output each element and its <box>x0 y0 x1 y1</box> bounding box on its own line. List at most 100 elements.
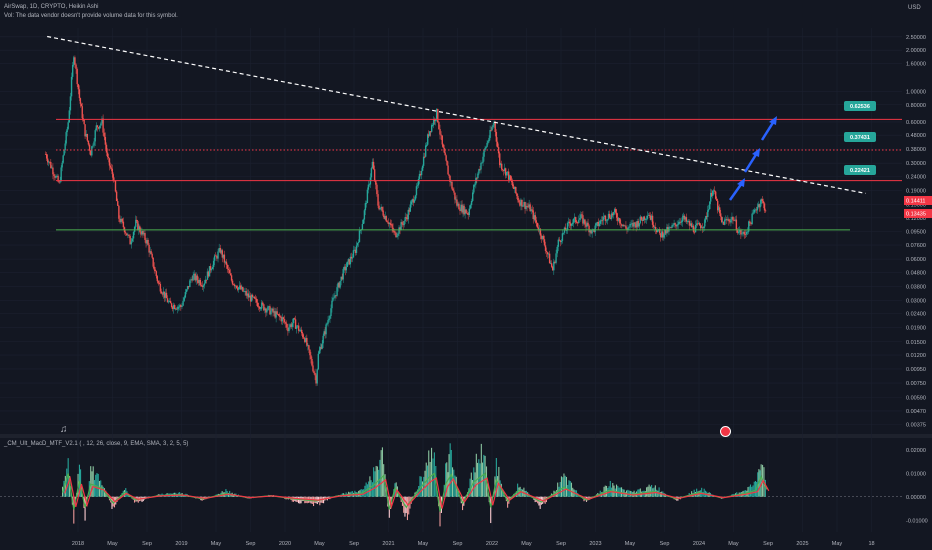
candle-body <box>756 206 759 211</box>
candle-body <box>559 240 562 243</box>
candle-body <box>544 245 547 251</box>
candle-body <box>636 221 638 228</box>
candle-body <box>493 121 495 126</box>
candle-body <box>333 297 335 299</box>
candle-body <box>612 212 615 216</box>
candle-body <box>335 295 337 297</box>
candle-body <box>274 311 276 318</box>
candle-body <box>579 218 581 220</box>
candle-body <box>689 223 692 226</box>
candle-body <box>162 291 165 295</box>
candle-body <box>303 337 305 339</box>
candle-body <box>109 165 112 168</box>
candle-body <box>313 371 315 373</box>
candle-body <box>442 144 444 148</box>
candle-body <box>733 220 735 222</box>
price-axis[interactable]: 2.50000 2.00000 1.60000 1.00000 0.80000 0.600… <box>904 35 932 429</box>
candle-body <box>209 266 212 271</box>
candle-body <box>478 169 480 174</box>
candle-body <box>362 219 365 225</box>
candle-body <box>578 219 580 223</box>
candle-body <box>729 221 731 223</box>
trendline-group[interactable] <box>47 35 866 194</box>
descending-trendline[interactable] <box>47 35 866 194</box>
candle-body <box>482 156 484 163</box>
candle-body <box>711 190 714 197</box>
candle-body <box>488 137 490 142</box>
currency-label[interactable]: USD <box>908 5 921 11</box>
candle-body <box>120 218 122 223</box>
candle-body <box>275 311 277 318</box>
candle-body <box>566 222 569 231</box>
candle-body <box>312 365 314 372</box>
candle-body <box>480 162 482 170</box>
symbol-title[interactable]: AirSwap, 1D, CRYPTO, Heikin Ashi <box>4 4 99 10</box>
indicator-alert-icon[interactable] <box>720 426 731 437</box>
candle-body <box>546 252 549 255</box>
current-price-label: 0.14411 <box>906 199 925 205</box>
candle-body <box>263 304 265 311</box>
candle-body <box>284 322 287 324</box>
candle-body <box>686 221 689 223</box>
candle-body <box>244 291 246 292</box>
candle-body <box>121 218 123 222</box>
candle-body <box>719 207 721 214</box>
candle-body <box>324 331 326 335</box>
candle-body <box>49 161 51 163</box>
candle-body <box>256 302 259 307</box>
candle-body <box>205 279 208 281</box>
candle-body <box>132 231 135 239</box>
candle-body <box>425 144 428 146</box>
candle-body <box>323 331 325 336</box>
candle-body <box>710 192 712 202</box>
candle-body <box>282 317 285 320</box>
candle-body <box>338 282 340 288</box>
candle-body <box>749 221 751 223</box>
price-tick-label: 0.15000 <box>906 203 926 209</box>
candle-body <box>179 305 181 307</box>
candle-body <box>564 227 567 231</box>
pane-separator[interactable] <box>0 434 932 438</box>
time-tick-label: May <box>107 541 118 547</box>
candle-body <box>416 185 419 187</box>
candle-body <box>154 269 156 272</box>
candle-body <box>357 242 360 244</box>
candle-body <box>234 285 237 287</box>
candle-body <box>207 271 210 277</box>
candle-body <box>124 232 127 234</box>
candle-body <box>367 184 370 190</box>
candle-body <box>170 303 173 308</box>
time-axis[interactable]: 2018 May Sep 2019 May Sep 2020 May Sep 2021 May Sep… <box>72 541 875 547</box>
time-tick-label: 18 <box>868 541 874 547</box>
candle-body <box>752 212 754 214</box>
candle-body <box>252 296 255 298</box>
candle-body <box>78 89 81 99</box>
price-tick-label: 0.30000 <box>906 161 926 167</box>
time-tick-label: 2025 <box>796 541 808 547</box>
candle-body <box>279 316 281 317</box>
candle-body <box>608 213 611 218</box>
candle-body <box>645 218 648 220</box>
candle-body <box>99 125 101 129</box>
candle-body <box>532 210 534 220</box>
candle-body <box>182 300 184 306</box>
candle-body <box>150 251 152 255</box>
pine-editor-icon[interactable]: ♫ <box>60 424 68 435</box>
target-badges: 0.62536 0.37431 0.22421 <box>844 101 876 175</box>
candle-body <box>94 130 96 142</box>
candle-body <box>525 205 527 209</box>
candle-body <box>505 172 508 176</box>
candle-body <box>373 169 376 181</box>
candle-body <box>258 306 260 308</box>
candle-body <box>396 235 398 238</box>
candle-body <box>623 224 625 226</box>
candle-body <box>213 255 216 261</box>
indicator-legend[interactable]: _CM_Ult_MacD_MTF_V2.1 ( , 12, 26, close,… <box>4 441 189 447</box>
candle-body <box>444 152 446 156</box>
candle-body <box>740 229 742 235</box>
candle-body <box>75 64 77 70</box>
price-tick-label: 0.04800 <box>906 270 926 276</box>
candle-body <box>370 168 373 178</box>
candle-body <box>499 153 501 166</box>
